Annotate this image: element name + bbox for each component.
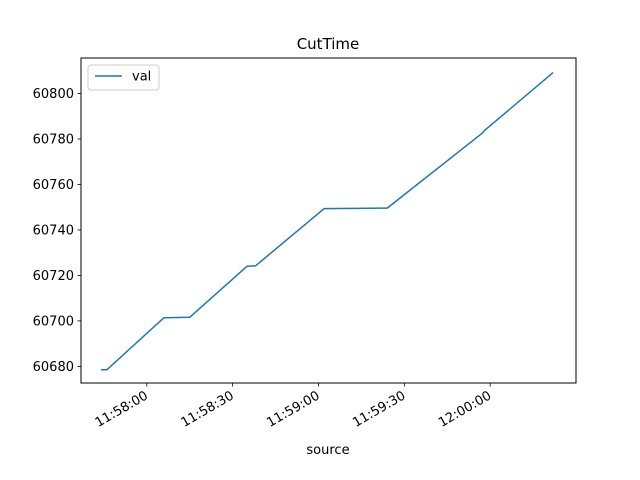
y-tick-label-5: 60780 [33,132,74,147]
legend-label-0: val [132,70,151,85]
x-tick-label-0: 11:58:00 [93,388,151,430]
y-tick-label-2: 60720 [33,269,74,284]
y-tick-label-4: 60760 [33,178,74,193]
x-tick-label-2: 11:59:00 [264,388,322,430]
y-tick-label-1: 60700 [33,314,74,329]
y-tick-label-3: 60740 [33,223,74,238]
x-axis-label: source [306,443,349,458]
x-tick-label-4: 12:00:00 [436,388,494,430]
chart-title: CutTime [297,35,360,53]
x-tick-label-3: 11:59:30 [350,388,408,430]
axes-frame [80,57,577,384]
plot-area: 60680 60700 60720 60740 60760 60780 60800 11:58… [33,57,577,431]
legend-box [87,64,160,91]
series-line-0 [101,72,554,371]
y-tick-label-6: 60800 [33,87,74,102]
y-tick-label-0: 60680 [33,360,74,375]
x-tick-label-1: 11:58:30 [179,388,237,430]
